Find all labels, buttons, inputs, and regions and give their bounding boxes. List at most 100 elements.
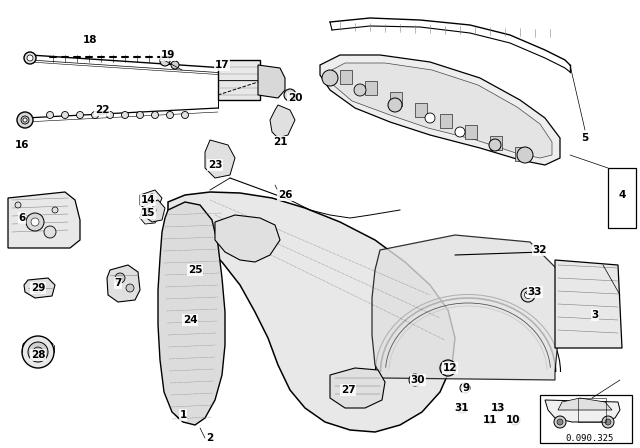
Circle shape (510, 415, 520, 425)
Circle shape (444, 364, 452, 372)
Circle shape (152, 112, 159, 119)
Circle shape (455, 127, 465, 137)
Polygon shape (328, 63, 552, 158)
Circle shape (136, 112, 143, 119)
Circle shape (322, 70, 338, 86)
Circle shape (182, 112, 189, 119)
Circle shape (354, 84, 366, 96)
Polygon shape (8, 192, 80, 248)
Circle shape (52, 207, 58, 213)
Circle shape (47, 112, 54, 119)
Circle shape (31, 218, 39, 226)
Circle shape (521, 288, 535, 302)
Circle shape (517, 147, 533, 163)
Text: 20: 20 (288, 93, 302, 103)
Text: 26: 26 (278, 190, 292, 200)
Polygon shape (205, 140, 235, 178)
Circle shape (17, 112, 33, 128)
Circle shape (440, 360, 456, 376)
Text: 11: 11 (483, 415, 497, 425)
Text: 6: 6 (19, 213, 26, 223)
Circle shape (150, 207, 156, 213)
Text: 33: 33 (528, 287, 542, 297)
Polygon shape (175, 296, 210, 332)
Polygon shape (555, 260, 622, 348)
Circle shape (554, 416, 566, 428)
Text: 16: 16 (15, 140, 29, 150)
Circle shape (171, 61, 179, 69)
Text: 12: 12 (443, 363, 457, 373)
Text: 24: 24 (182, 315, 197, 325)
Bar (490, 136, 502, 150)
Circle shape (284, 89, 296, 101)
Text: 32: 32 (532, 245, 547, 255)
Text: 14: 14 (141, 195, 156, 205)
Circle shape (525, 292, 531, 298)
Text: 1: 1 (179, 410, 187, 420)
Circle shape (27, 55, 33, 61)
Circle shape (460, 383, 470, 393)
Polygon shape (545, 400, 620, 422)
Circle shape (605, 419, 611, 425)
Text: 23: 23 (208, 160, 222, 170)
Circle shape (147, 211, 152, 215)
Circle shape (21, 116, 29, 124)
Circle shape (199, 268, 209, 278)
Bar (340, 70, 352, 84)
Circle shape (24, 52, 36, 64)
Circle shape (15, 202, 21, 208)
Circle shape (166, 112, 173, 119)
Polygon shape (144, 200, 165, 222)
Text: 31: 31 (455, 403, 469, 413)
Bar (390, 92, 402, 106)
Circle shape (77, 112, 83, 119)
Polygon shape (215, 215, 280, 262)
Polygon shape (320, 55, 560, 165)
Circle shape (44, 226, 56, 238)
Text: 21: 21 (273, 137, 287, 147)
Bar (515, 147, 527, 161)
Bar (365, 81, 377, 95)
Circle shape (188, 264, 196, 272)
Text: 8: 8 (145, 207, 152, 217)
Circle shape (602, 416, 614, 428)
Circle shape (494, 404, 502, 412)
Circle shape (149, 194, 155, 200)
Circle shape (425, 113, 435, 123)
Bar (578, 398, 606, 422)
Circle shape (457, 403, 467, 413)
Text: 10: 10 (506, 415, 520, 425)
Text: 2: 2 (206, 433, 214, 443)
Polygon shape (140, 190, 162, 210)
Polygon shape (270, 105, 295, 138)
Bar (415, 103, 427, 117)
Circle shape (388, 98, 402, 112)
Circle shape (115, 273, 125, 283)
Text: 18: 18 (83, 35, 97, 45)
Circle shape (486, 416, 494, 424)
Circle shape (557, 419, 563, 425)
Bar (440, 114, 452, 128)
Polygon shape (330, 368, 385, 408)
Text: 7: 7 (115, 278, 122, 288)
Bar (218, 60, 260, 100)
Text: 17: 17 (214, 60, 229, 70)
Polygon shape (558, 398, 612, 410)
Text: 13: 13 (491, 403, 505, 413)
Polygon shape (258, 65, 285, 98)
Circle shape (33, 283, 43, 293)
Text: 4: 4 (618, 190, 626, 200)
Circle shape (22, 336, 54, 368)
Circle shape (61, 112, 68, 119)
Circle shape (122, 112, 129, 119)
Bar (540, 395, 632, 443)
Polygon shape (168, 192, 455, 432)
Circle shape (160, 56, 170, 66)
Text: 9: 9 (463, 383, 470, 393)
Polygon shape (372, 235, 558, 380)
Circle shape (33, 347, 43, 357)
Circle shape (28, 342, 48, 362)
Polygon shape (158, 202, 225, 425)
Text: 25: 25 (188, 265, 202, 275)
Polygon shape (183, 258, 210, 285)
